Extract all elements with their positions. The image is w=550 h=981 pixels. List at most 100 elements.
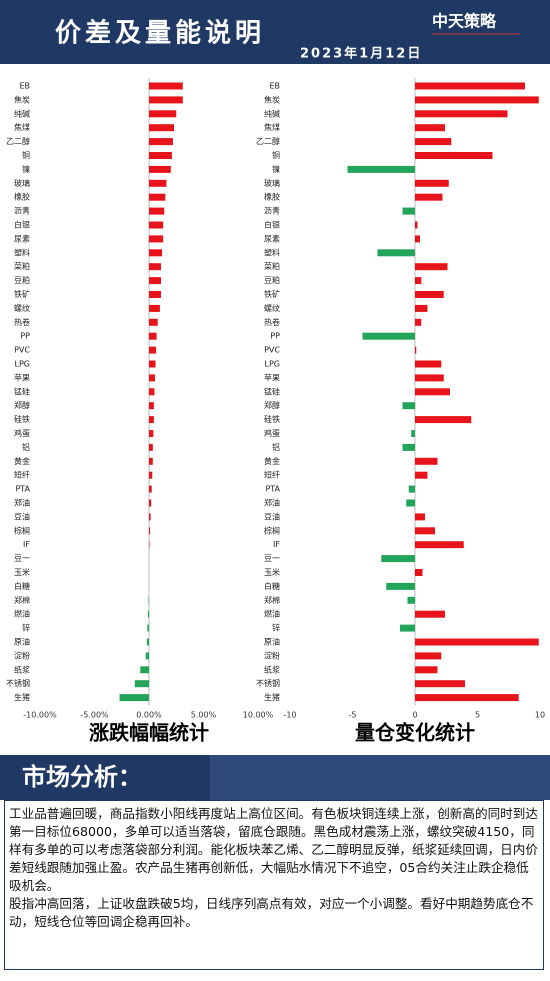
- bar: [415, 374, 444, 382]
- bar: [415, 638, 539, 646]
- y-tick-label: 锰硅: [14, 386, 30, 396]
- y-tick-label: 燃油: [14, 609, 30, 619]
- bar: [400, 624, 415, 632]
- bar: [149, 541, 150, 549]
- x-tick-label: -10: [283, 711, 296, 720]
- bar: [149, 318, 158, 326]
- bar: [149, 96, 183, 104]
- bar: [149, 207, 165, 215]
- bar: [415, 513, 425, 521]
- y-tick-label: 淀粉: [14, 650, 30, 660]
- y-tick-label: PTA: [265, 485, 280, 494]
- bar: [149, 263, 161, 271]
- y-tick-label: LPG: [265, 360, 280, 369]
- y-tick-label: 铁矿: [14, 289, 30, 299]
- y-tick-label: PTA: [15, 485, 30, 494]
- analysis-text: 工业品普遍回暖，商品指数小阳线再度站上高位区间。有色板块铜连续上涨，创新高的同时…: [4, 800, 544, 970]
- bar: [149, 82, 183, 90]
- bar: [402, 443, 415, 451]
- bar: [149, 249, 163, 257]
- bar: [149, 277, 161, 285]
- bar: [149, 193, 166, 201]
- chart-canvas: 价差及量能说明 2023年1月12日 中天策略 市场分析： -10.00% -5.…: [0, 0, 550, 800]
- bar: [362, 332, 415, 340]
- bar: [415, 277, 422, 285]
- y-tick-label: EB: [19, 82, 30, 91]
- y-tick-label: 纸浆: [264, 664, 280, 674]
- y-tick-label: 螺纹: [264, 303, 280, 313]
- bar: [415, 138, 452, 146]
- y-tick-label: 乙二醇: [6, 136, 30, 146]
- y-tick-label: 郑醇: [264, 400, 280, 410]
- y-tick-label: 铜: [272, 150, 280, 160]
- y-tick-label: 原油: [264, 637, 280, 647]
- y-tick-label: 豆粕: [14, 275, 30, 285]
- y-tick-label: 白银: [264, 220, 280, 230]
- y-tick-label: 玻璃: [14, 178, 30, 188]
- bar: [146, 638, 149, 646]
- bar: [415, 263, 448, 271]
- y-tick-label: 沥青: [14, 206, 30, 216]
- bar: [415, 179, 449, 187]
- x-tick-label: -5.00%: [80, 711, 109, 720]
- bar: [415, 610, 445, 618]
- y-tick-label: 白糖: [14, 581, 30, 591]
- bar: [149, 388, 155, 396]
- bar: [415, 110, 508, 118]
- y-tick-label: 橡胶: [14, 192, 30, 202]
- y-tick-label: 棕榈: [264, 525, 280, 535]
- y-tick-label: 焦炭: [14, 94, 30, 104]
- bar: [415, 304, 428, 312]
- bar: [149, 346, 157, 354]
- y-tick-label: 菜粕: [264, 261, 280, 271]
- x-tick-label: 0: [412, 711, 417, 720]
- y-tick-label: 塑料: [264, 247, 280, 257]
- bar: [415, 416, 472, 424]
- bar: [386, 582, 415, 590]
- bar: [415, 291, 444, 298]
- bar: [415, 569, 423, 576]
- bar: [415, 235, 420, 243]
- y-tick-label: 郑棉: [14, 595, 30, 605]
- y-tick-label: 郑醇: [14, 400, 30, 410]
- bar: [415, 527, 435, 535]
- y-tick-label: LPG: [15, 360, 30, 369]
- y-tick-label: PP: [270, 332, 280, 341]
- bar: [377, 249, 415, 257]
- y-tick-label: 塑料: [14, 247, 30, 257]
- y-tick-label: 锰硅: [264, 386, 280, 396]
- y-tick-label: 不锈钢: [256, 678, 280, 688]
- section-band-tail: [210, 755, 550, 800]
- logo: 中天策略: [432, 12, 497, 31]
- y-tick-label: PP: [20, 332, 30, 341]
- bar: [402, 207, 415, 215]
- chart-title: 涨跌幅幅统计: [89, 721, 209, 745]
- y-tick-label: 尿素: [264, 233, 280, 243]
- bar: [149, 402, 154, 410]
- bar: [415, 82, 525, 90]
- y-tick-label: 棕榈: [14, 525, 30, 535]
- paragraph: 工业品普遍回暖，商品指数小阳线再度站上高位区间。有色板块铜连续上涨，创新高的同时…: [9, 806, 538, 893]
- y-tick-label: 白银: [14, 220, 30, 230]
- y-tick-label: 生猪: [14, 692, 30, 702]
- y-tick-label: 纸浆: [14, 664, 30, 674]
- y-tick-label: 纯碱: [264, 108, 280, 118]
- y-tick-label: 热卷: [14, 317, 30, 327]
- bar: [149, 110, 177, 118]
- y-tick-label: 豆油: [264, 511, 280, 521]
- y-tick-label: 纯碱: [14, 108, 30, 118]
- bar: [347, 165, 415, 173]
- bar: [415, 221, 418, 229]
- y-tick-label: 焦煤: [264, 122, 280, 132]
- y-tick-label: 铜: [22, 150, 30, 160]
- bar: [149, 304, 160, 312]
- y-tick-label: 铁矿: [264, 289, 280, 299]
- y-tick-label: 燃油: [264, 609, 280, 619]
- y-tick-label: 镍: [272, 164, 280, 174]
- bar: [149, 471, 153, 479]
- y-tick-label: IF: [273, 540, 280, 549]
- y-tick-label: 短纤: [14, 470, 30, 480]
- y-tick-label: 焦炭: [264, 94, 280, 104]
- y-tick-label: 豆油: [14, 511, 30, 521]
- x-tick-label: -10.00%: [23, 711, 57, 720]
